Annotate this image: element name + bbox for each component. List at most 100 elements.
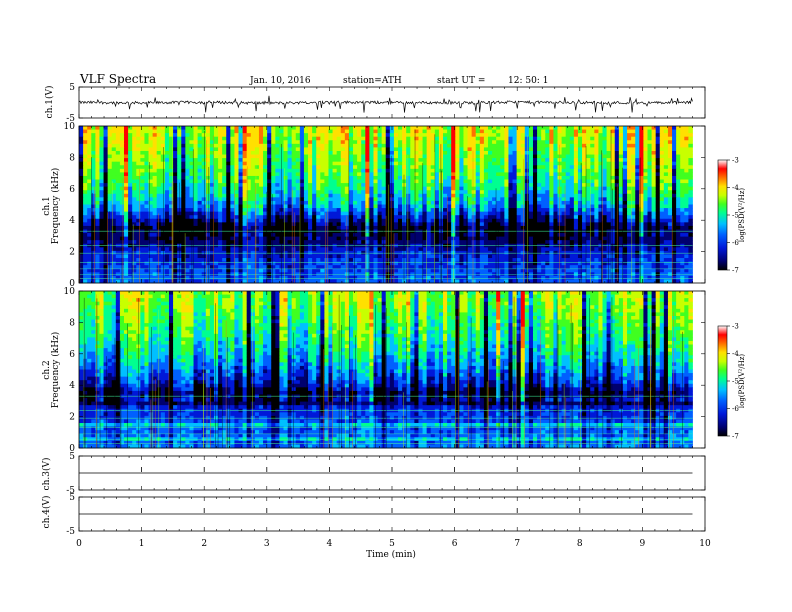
ch1-spec-cell	[103, 172, 109, 177]
ch1-spec-cell	[152, 175, 158, 180]
ch1-spec-cell	[577, 136, 583, 141]
ch1-spec-cell	[279, 136, 284, 141]
ch1-spec-cell	[189, 158, 194, 163]
ch1-spec-cell	[443, 140, 448, 145]
ch1-spec-cell	[336, 204, 342, 209]
ch1-spec-cell	[254, 233, 260, 238]
ch1-spec-cell	[238, 233, 243, 238]
ch1-spec-cell	[144, 143, 149, 148]
ch1-spec-cell	[295, 143, 301, 148]
ch1-spec-cell	[676, 154, 681, 159]
ch1-spec-cell	[602, 233, 607, 238]
ch1-spec-cell	[246, 126, 252, 130]
ch1-spec-cell	[528, 165, 534, 170]
ch1-spec-cell	[148, 190, 154, 195]
ch1-spec-cell	[565, 225, 571, 230]
ch1-spec-cell	[328, 172, 333, 177]
ch1-spec-cell	[123, 208, 129, 213]
ch1-spec-cell	[398, 161, 403, 166]
ch1-spec-cell	[79, 218, 84, 223]
ch1-spec-cell	[532, 150, 538, 155]
ch1-spec-cell	[340, 158, 346, 163]
ch1-spec-cell	[447, 197, 452, 202]
ch1-spec-cell	[91, 240, 96, 245]
ch1-spec-cell	[680, 183, 685, 188]
ch1-spec-cell	[672, 161, 677, 166]
ch1-spec-cell	[663, 158, 669, 163]
ch1-spec-cell	[496, 179, 501, 184]
ch1-spec-cell	[156, 193, 162, 198]
ch1-spec-cell	[95, 215, 100, 220]
ch1-spec-cell	[524, 150, 530, 155]
ch1-spec-cell	[283, 211, 288, 216]
ch1-spec-cell	[373, 183, 378, 188]
ch1-spec-cell	[577, 140, 583, 145]
ch1-spec-cell	[357, 158, 362, 163]
ch1-spec-cell	[667, 200, 673, 205]
ch1-spec-cell	[320, 161, 325, 166]
ch1-spec-cell	[140, 126, 145, 130]
ch1-spec-cell	[622, 161, 628, 166]
ch1-spec-cell	[659, 225, 665, 230]
ch1-spec-cell	[528, 193, 534, 198]
ch1-spec-cell	[115, 168, 121, 173]
ch1-waveform-panel: 5-5	[66, 83, 706, 124]
ch1-spec-cell	[602, 143, 607, 148]
ch1-spec-cell	[635, 190, 640, 195]
ch1-spec-cell	[308, 215, 313, 220]
ch1-spec-cell	[365, 193, 370, 198]
ch1-spec-cell	[91, 190, 96, 195]
ch1-spec-cell	[173, 154, 178, 159]
ch1-spec-cell	[532, 193, 538, 198]
ch1-spec-cell	[414, 222, 419, 227]
ch1-spec-cell	[267, 208, 272, 213]
ch1-spec-cell	[373, 179, 378, 184]
ch1-spec-cell	[287, 143, 293, 148]
ch1-spec-cell	[643, 193, 648, 198]
ch1-spec-cell	[586, 129, 591, 134]
ch1-spec-cell	[459, 218, 464, 223]
ch1-spec-cell	[516, 190, 522, 195]
ch1-spec-cell	[283, 136, 288, 141]
ch1-spec-cell	[663, 225, 669, 230]
ch1-spec-cell	[434, 172, 440, 177]
ch1-spec-cell	[487, 190, 493, 195]
ch1-spec-cell	[234, 126, 239, 130]
ch1-spec-cell	[500, 133, 505, 138]
ch1-spec-cell	[152, 200, 158, 205]
ch1-spec-cell	[344, 208, 350, 213]
ch1-spec-cell	[377, 183, 383, 188]
ch1-spec-cell	[406, 168, 411, 173]
ch1-spec-cell	[246, 193, 252, 198]
ch1-spec-cell	[357, 136, 362, 141]
ch1-spec-cell	[328, 140, 333, 145]
ch1-spec-cell	[91, 215, 96, 220]
ch1-spec-cell	[312, 154, 317, 159]
ch1-spec-cell	[152, 240, 158, 245]
ch1-spec-cell	[471, 126, 477, 130]
ch1-spec-cell	[91, 126, 96, 130]
ch1-spec-cell	[627, 215, 632, 220]
ch1-spec-cell	[582, 183, 587, 188]
ch1-spec-cell	[627, 208, 632, 213]
ch1-spec-cell	[193, 143, 199, 148]
ch1-spec-cell	[193, 161, 199, 166]
ch1-spec-cell	[320, 193, 325, 198]
ch1-spec-cell	[185, 158, 190, 163]
ch1-spec-cell	[406, 179, 411, 184]
ch1-spec-cell	[348, 218, 354, 223]
ch1-spec-cell	[83, 186, 88, 191]
ch1-spec-cell	[152, 218, 158, 223]
ch1-spec-cell	[377, 175, 383, 180]
ch1-spec-cell	[541, 143, 546, 148]
ch1-spec-cell	[590, 143, 595, 148]
ch1-spec-cell	[173, 179, 178, 184]
ch1-spec-cell	[353, 133, 358, 138]
ch1-spec-cell	[140, 168, 145, 173]
ch1-spec-cell	[254, 143, 260, 148]
ch1-spec-cell	[475, 158, 481, 163]
ch1-spec-cell	[152, 222, 158, 227]
ch1-spec-cell	[434, 147, 440, 152]
ch1-spec-cell	[115, 222, 121, 227]
ch1-spec-cell	[324, 168, 329, 173]
